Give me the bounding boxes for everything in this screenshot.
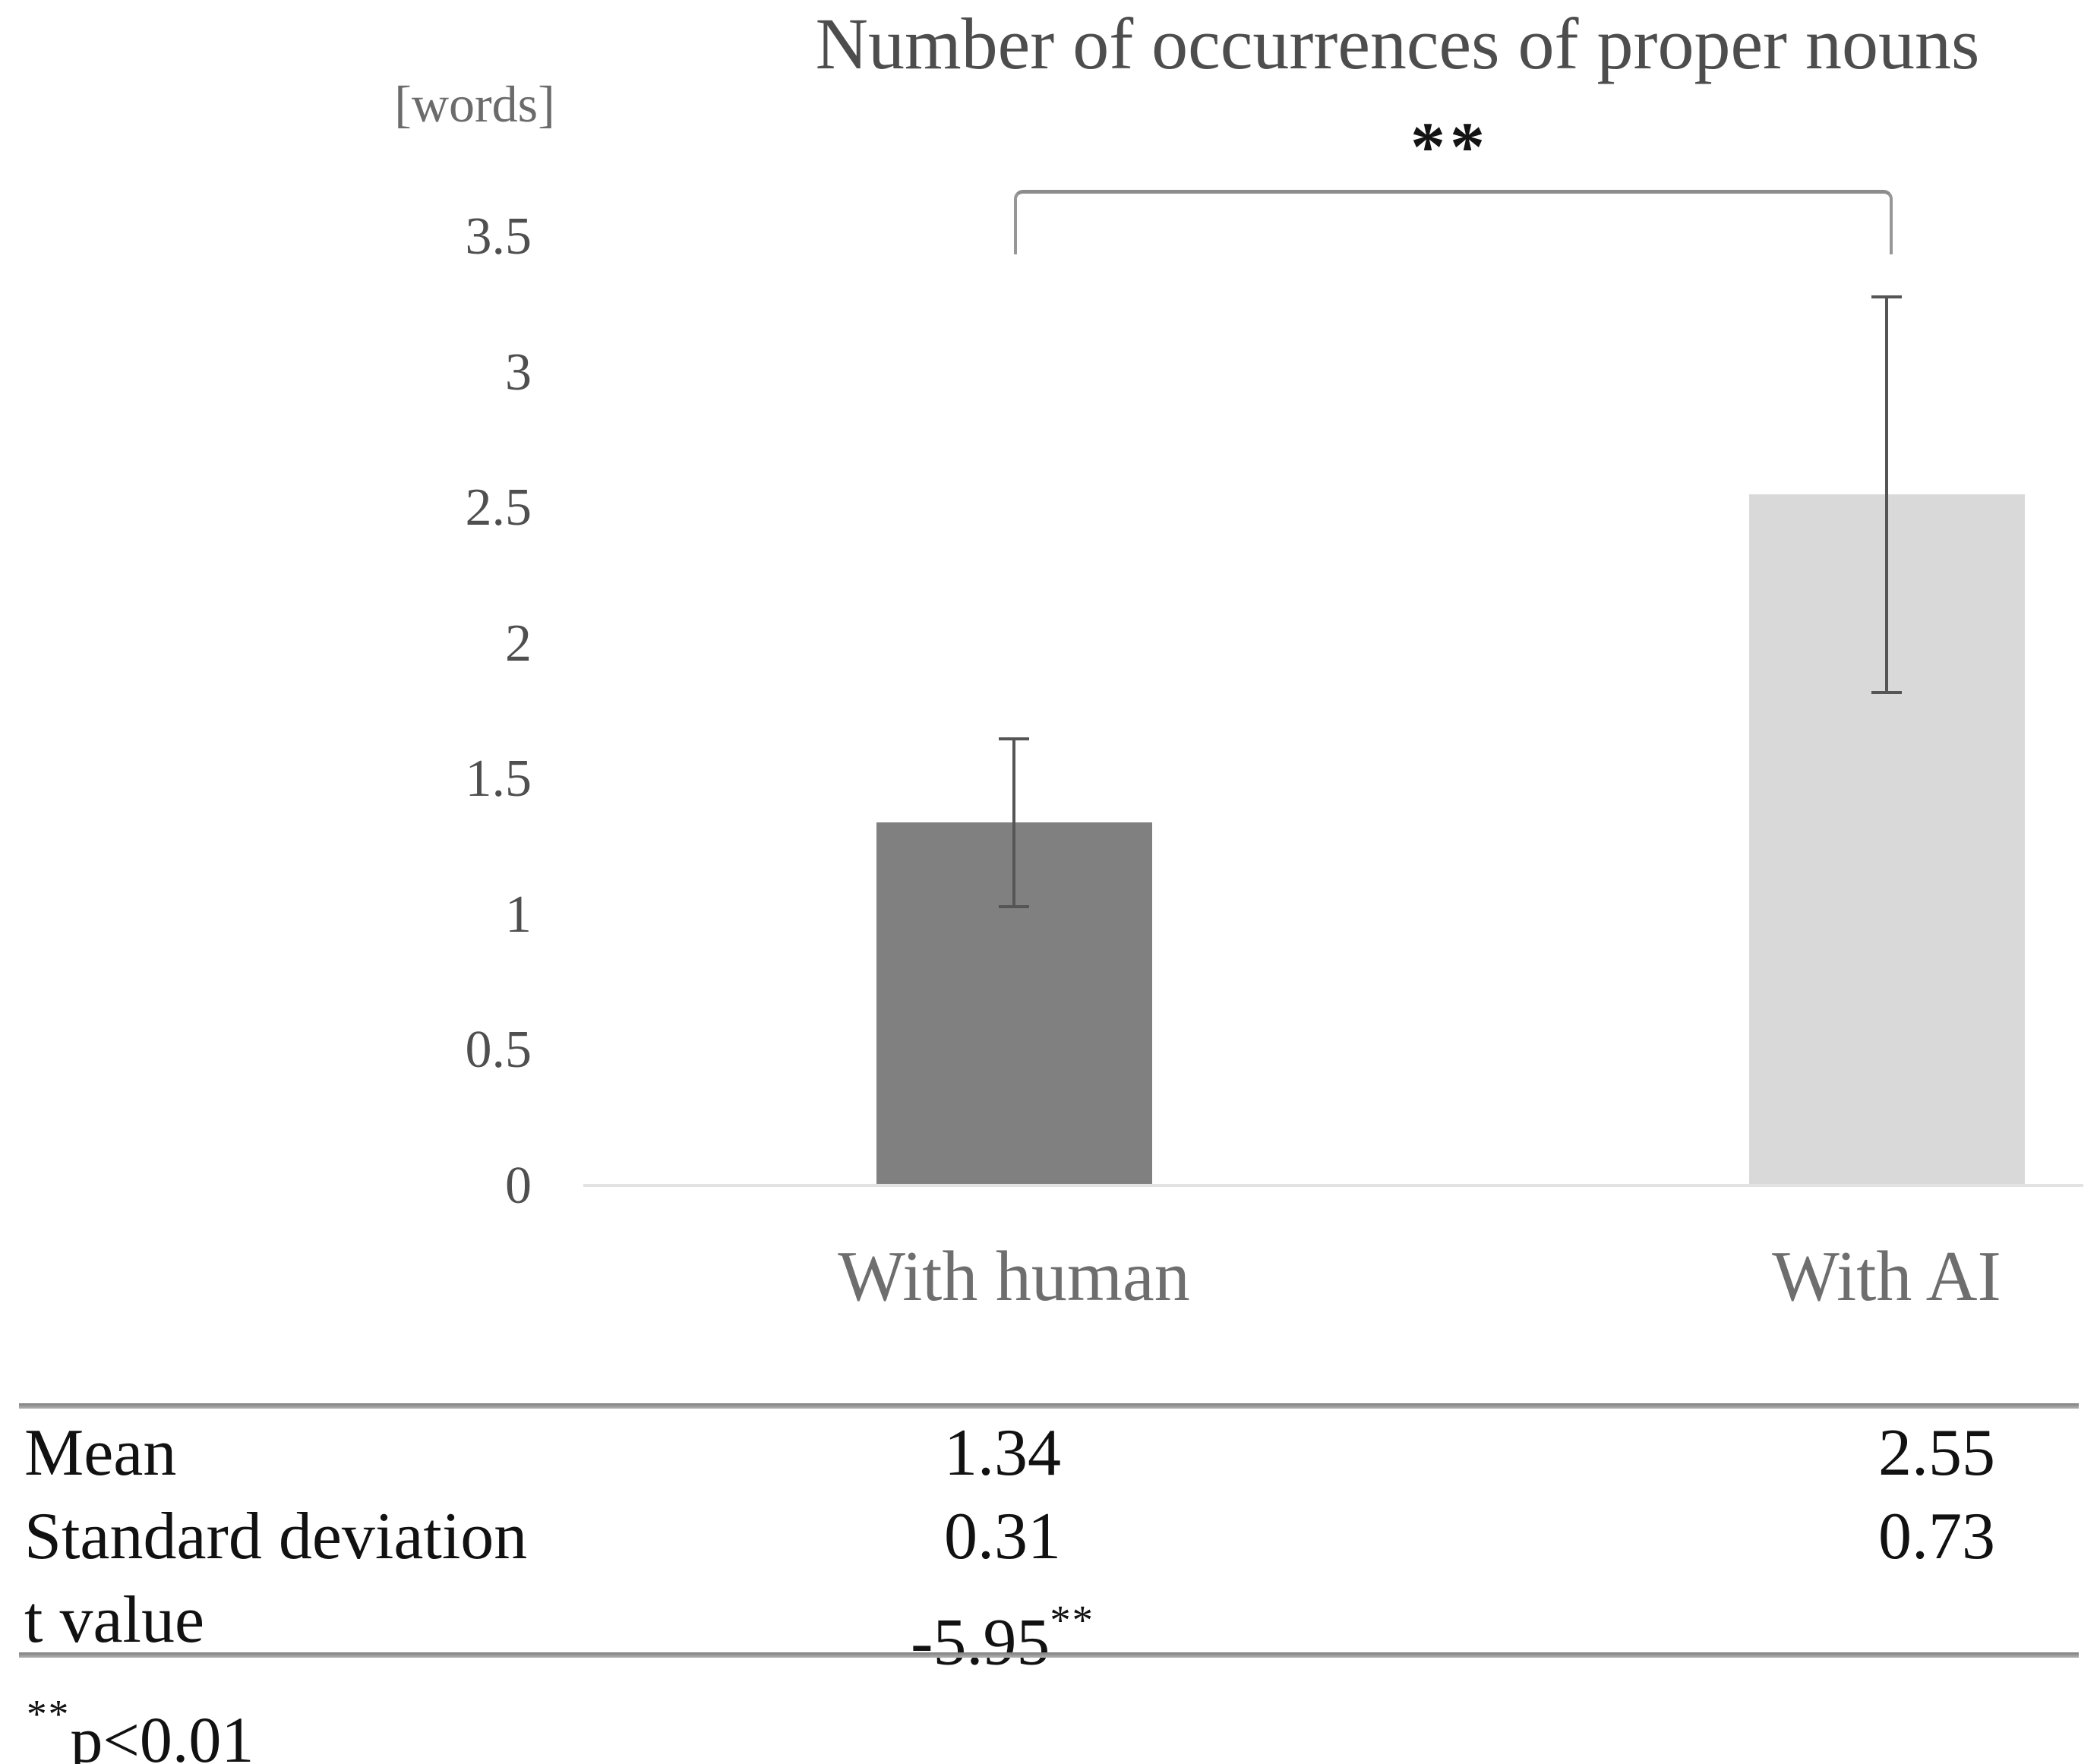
table-row-standard-deviation: Standard deviation 0.31 0.73 — [0, 1497, 2097, 1576]
error-bar-with-ai — [1885, 296, 1888, 693]
y-axis-units-label: [words] — [394, 75, 555, 133]
error-bar-with-human — [1012, 738, 1015, 907]
y-tick-label-0: 0 — [505, 1157, 532, 1215]
error-bar-cap-upper-with-ai — [1871, 295, 1902, 298]
row-label: t value — [24, 1583, 205, 1657]
significance-footnote: **p<0.01 — [27, 1691, 254, 1764]
chart-title: Number of occurrences of proper nouns — [815, 3, 1980, 84]
sd-with-human-value: 0.31 — [944, 1500, 1061, 1573]
error-bar-cap-upper-with-human — [999, 737, 1029, 740]
significance-label: ** — [1410, 108, 1489, 185]
y-tick-label-2: 2 — [505, 614, 532, 673]
table-bottom-rule — [19, 1652, 2079, 1658]
x-axis-baseline — [583, 1184, 2083, 1187]
y-tick-label-1.5: 1.5 — [465, 749, 532, 809]
category-label-with-ai: With AI — [1772, 1237, 2001, 1316]
t-value-significance-stars: ** — [1050, 1597, 1094, 1643]
error-bar-cap-lower-with-ai — [1871, 691, 1902, 694]
table-row-mean: Mean 1.34 2.55 — [0, 1414, 2097, 1493]
significance-bracket — [1014, 190, 1893, 254]
row-label: Mean — [24, 1416, 177, 1490]
mean-with-human-value: 1.34 — [944, 1416, 1061, 1490]
footnote-stars: ** — [27, 1691, 71, 1737]
sd-with-ai-value: 0.73 — [1878, 1500, 1995, 1573]
t-value: -5.95** — [911, 1597, 1094, 1680]
row-label: Standard deviation — [24, 1500, 528, 1573]
y-tick-label-1: 1 — [505, 885, 532, 944]
category-label-with-human: With human — [838, 1237, 1190, 1316]
y-tick-label-0.5: 0.5 — [465, 1021, 532, 1080]
y-tick-label-3: 3 — [505, 342, 532, 402]
error-bar-cap-lower-with-human — [999, 905, 1029, 909]
y-tick-label-2.5: 2.5 — [465, 478, 532, 538]
table-row-t-value: t value -5.95** — [0, 1581, 2097, 1680]
mean-with-ai-value: 2.55 — [1878, 1416, 1995, 1490]
table-top-rule — [19, 1403, 2079, 1409]
y-tick-label-3.5: 3.5 — [465, 207, 532, 266]
